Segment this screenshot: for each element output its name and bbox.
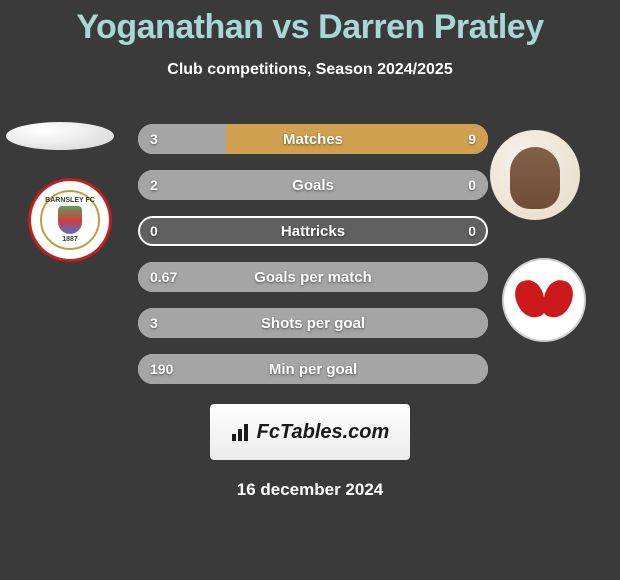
crest-right-dragons-icon bbox=[514, 276, 574, 324]
stat-row: Min per goal190 bbox=[138, 354, 488, 384]
fctables-badge: FcTables.com bbox=[210, 404, 410, 460]
stat-label: Hattricks bbox=[138, 216, 488, 246]
page-title: Yoganathan vs Darren Pratley bbox=[0, 0, 620, 47]
club-crest-right bbox=[502, 258, 586, 342]
footer: FcTables.com 16 december 2024 bbox=[0, 392, 620, 500]
stat-value-left: 3 bbox=[150, 124, 158, 154]
stat-value-left: 2 bbox=[150, 170, 158, 200]
page-subtitle: Club competitions, Season 2024/2025 bbox=[0, 61, 620, 79]
stat-value-right: 9 bbox=[468, 124, 476, 154]
player-avatar-right bbox=[490, 130, 580, 220]
stat-value-right: 0 bbox=[468, 170, 476, 200]
stat-label: Shots per goal bbox=[138, 308, 488, 338]
stat-row: Shots per goal3 bbox=[138, 308, 488, 338]
stat-value-left: 0 bbox=[150, 216, 158, 246]
stats-area: Matches39Goals20Hattricks00Goals per mat… bbox=[138, 124, 488, 400]
stat-value-left: 0.67 bbox=[150, 262, 177, 292]
player-avatar-left bbox=[6, 122, 114, 150]
club-crest-left: BARNSLEY FC 1887 bbox=[28, 178, 112, 262]
stat-row: Goals per match0.67 bbox=[138, 262, 488, 292]
stat-value-left: 190 bbox=[150, 354, 173, 384]
stat-label: Min per goal bbox=[138, 354, 488, 384]
stat-row: Matches3 9 bbox=[138, 124, 488, 154]
stat-value-right: 0 bbox=[468, 216, 476, 246]
stat-label: Goals bbox=[138, 170, 488, 200]
stat-row: Hattricks0 0 bbox=[138, 216, 488, 246]
stat-label: Goals per match bbox=[138, 262, 488, 292]
crest-left-inner-icon: BARNSLEY FC 1887 bbox=[40, 190, 100, 250]
player-head-icon bbox=[510, 147, 560, 209]
fctables-label: FcTables.com bbox=[257, 421, 390, 444]
date-line: 16 december 2024 bbox=[0, 480, 620, 500]
stat-value-left: 3 bbox=[150, 308, 158, 338]
fctables-logo-icon bbox=[231, 422, 251, 442]
stat-label: Matches bbox=[138, 124, 488, 154]
stat-row: Goals2 0 bbox=[138, 170, 488, 200]
